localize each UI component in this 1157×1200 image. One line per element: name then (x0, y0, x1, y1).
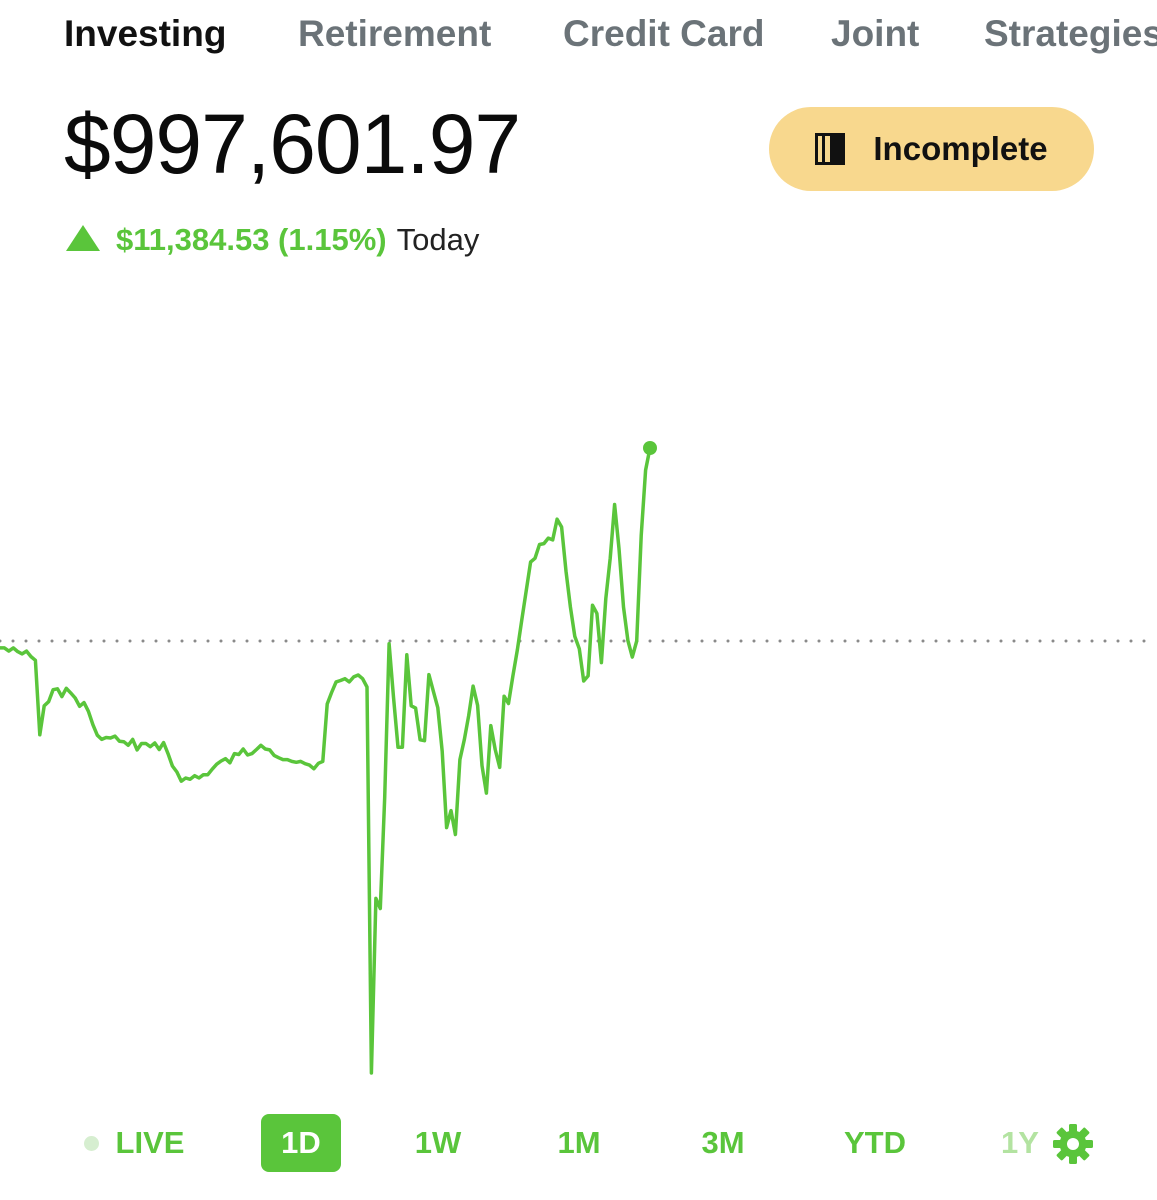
change-period: Today (396, 222, 480, 257)
range-live-button[interactable]: LIVE (115, 1125, 185, 1160)
incomplete-label: Incomplete (873, 130, 1048, 167)
tab-retirement[interactable]: Retirement (298, 13, 492, 54)
gear-icon[interactable] (1053, 1124, 1093, 1164)
up-arrow-icon (66, 225, 100, 251)
range-1y-button[interactable]: 1Y (1001, 1125, 1039, 1160)
incomplete-status-button[interactable]: Incomplete (769, 107, 1094, 191)
progress-bar-icon (815, 133, 846, 165)
portfolio-balance: $997,601.97 (64, 97, 521, 191)
current-value-dot (643, 441, 657, 455)
range-1d-button[interactable]: 1D (261, 1114, 341, 1172)
range-ytd-button[interactable]: YTD (844, 1125, 906, 1160)
change-amount: $11,384.53 (1.15%) (116, 222, 387, 257)
portfolio-value-line (0, 446, 652, 1075)
tab-strategies[interactable]: Strategies (984, 13, 1157, 54)
tab-joint[interactable]: Joint (831, 13, 920, 54)
account-tabs: Investing Retirement Credit Card Joint S… (64, 10, 1157, 60)
range-1w-button[interactable]: 1W (414, 1125, 462, 1160)
range-1m-button[interactable]: 1M (557, 1125, 601, 1160)
range-3m-button[interactable]: 3M (701, 1125, 745, 1160)
tab-investing[interactable]: Investing (64, 13, 227, 54)
tab-credit-card[interactable]: Credit Card (563, 13, 765, 54)
daily-change: $11,384.53 (1.15%) Today (66, 216, 479, 264)
live-indicator-dot (84, 1136, 99, 1151)
range-selector: LIVE 1D 1W 1M 3M YTD 1Y (0, 1114, 1157, 1172)
